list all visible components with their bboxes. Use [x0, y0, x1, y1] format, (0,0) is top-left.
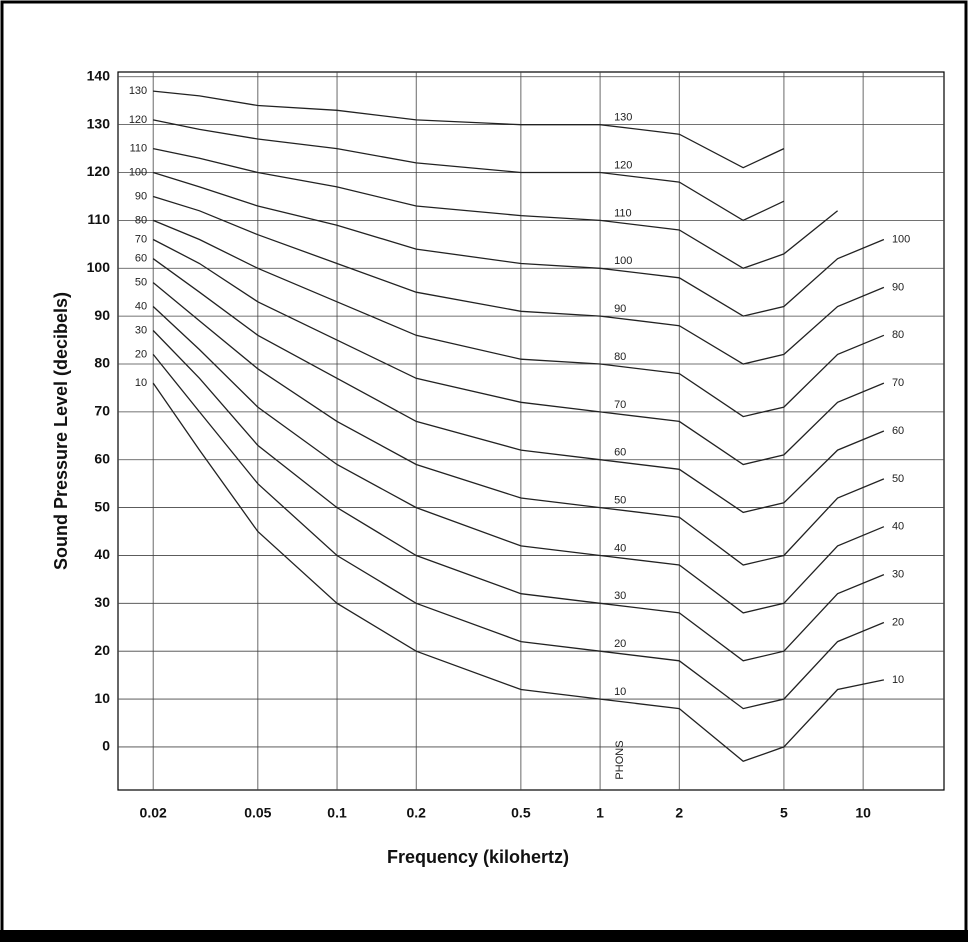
y-tick-label: 80 — [94, 355, 110, 371]
contour-label: 30 — [614, 590, 626, 602]
plot-area — [117, 71, 945, 791]
annotation: PHONS — [614, 740, 626, 779]
contour-line — [153, 119, 785, 222]
contour-line — [152, 219, 885, 418]
contour-line — [153, 147, 839, 270]
x-tick-label: 0.05 — [244, 805, 271, 821]
contour-line — [153, 90, 785, 169]
contour-line — [152, 238, 885, 466]
contour-label: 100 — [129, 166, 147, 178]
y-tick-label: 10 — [94, 690, 110, 706]
contour-label: 10 — [614, 686, 626, 698]
contour-label: 70 — [892, 377, 904, 389]
y-tick-label: 60 — [94, 450, 110, 466]
contour-label: 90 — [892, 281, 904, 293]
contour-label: 50 — [614, 494, 626, 506]
contour-line — [152, 382, 885, 763]
contour-label: 110 — [614, 207, 632, 219]
y-tick-label: 90 — [94, 307, 110, 323]
contour-line — [152, 258, 885, 514]
contour-label: 120 — [614, 159, 632, 171]
contour-label: 10 — [892, 674, 904, 686]
contour-label: 100 — [614, 255, 632, 267]
y-axis-label: Sound Pressure Level (decibels) — [51, 292, 71, 570]
x-tick-label: 1 — [596, 805, 604, 821]
y-tick-label: 30 — [94, 594, 110, 610]
y-tick-label: 130 — [87, 115, 111, 131]
contour-label: 60 — [614, 447, 626, 459]
y-tick-label: 100 — [87, 259, 111, 275]
contour-line — [152, 353, 885, 710]
x-tick-label: 10 — [855, 805, 871, 821]
y-tick-label: 0 — [102, 738, 110, 754]
contour-label: 130 — [129, 85, 147, 97]
contour-label: 50 — [135, 277, 147, 289]
contour-label: 70 — [614, 399, 626, 411]
contour-label: 90 — [135, 190, 147, 202]
contour-label: 40 — [614, 542, 626, 554]
x-tick-label: 0.5 — [511, 805, 531, 821]
contour-label: 40 — [135, 300, 147, 312]
x-tick-label: 0.02 — [140, 805, 167, 821]
y-tick-label: 140 — [87, 67, 111, 83]
x-tick-label: 5 — [780, 805, 788, 821]
y-tick-label: 50 — [94, 498, 110, 514]
y-tick-label: 20 — [94, 642, 110, 658]
x-tick-label: 0.2 — [406, 805, 426, 821]
contour-label: 100 — [892, 233, 910, 245]
x-tick-label: 0.1 — [327, 805, 347, 821]
contour-label: 80 — [614, 351, 626, 363]
contour-line — [152, 306, 885, 614]
x-axis-label: Frequency (kilohertz) — [387, 847, 569, 867]
contour-label: 90 — [614, 303, 626, 315]
y-tick-label: 70 — [94, 403, 110, 419]
contour-label: 50 — [892, 473, 904, 485]
contour-label: 20 — [135, 348, 147, 360]
contour-label: 40 — [892, 521, 904, 533]
contour-label: 110 — [130, 142, 148, 154]
contour-label: 30 — [135, 324, 147, 336]
bottom-bar — [0, 930, 968, 942]
contour-label: 60 — [892, 425, 904, 437]
contour-line — [153, 195, 885, 365]
contour-label: 130 — [614, 112, 632, 124]
contour-label: 20 — [614, 638, 626, 650]
contour-label: 80 — [135, 214, 147, 226]
contour-line — [152, 330, 885, 662]
y-tick-label: 40 — [94, 546, 110, 562]
contour-label: 60 — [135, 253, 147, 265]
x-tick-label: 2 — [675, 805, 683, 821]
contour-label: 10 — [135, 377, 147, 389]
contour-label: 120 — [129, 114, 147, 126]
contour-label: 30 — [892, 569, 904, 581]
contour-label: 80 — [892, 329, 904, 341]
contour-label: 20 — [892, 616, 904, 628]
contour-line — [152, 282, 885, 566]
y-tick-label: 110 — [87, 211, 110, 227]
y-tick-label: 120 — [87, 163, 111, 179]
contour-line — [153, 171, 885, 317]
contour-label: 70 — [135, 233, 147, 245]
